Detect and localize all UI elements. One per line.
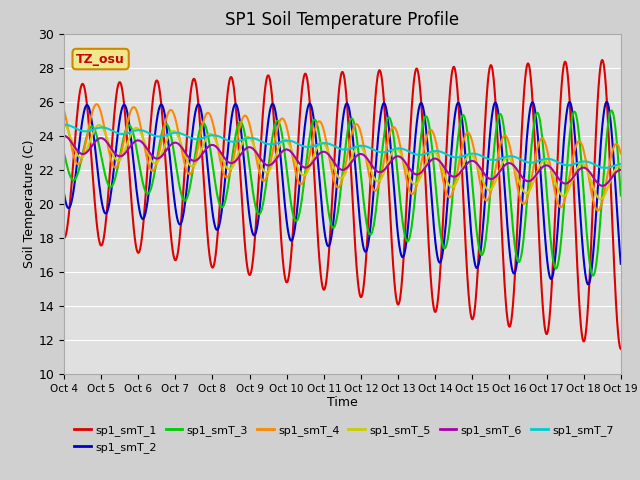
sp1_smT_5: [124, 140, 131, 146]
sp1_smT_7: [298, 143, 306, 148]
Line: sp1_smT_1: sp1_smT_1: [64, 60, 621, 349]
sp1_smT_2: [60, 191, 68, 196]
sp1_smT_2: [584, 281, 592, 287]
sp1_smT_7: [601, 165, 609, 171]
sp1_smT_4: [594, 207, 602, 213]
sp1_smT_1: [546, 311, 554, 317]
sp1_smT_5: [298, 171, 305, 177]
Legend: sp1_smT_1, sp1_smT_2, sp1_smT_3, sp1_smT_4, sp1_smT_5, sp1_smT_6, sp1_smT_7: sp1_smT_1, sp1_smT_2, sp1_smT_3, sp1_smT…: [70, 421, 618, 457]
sp1_smT_5: [617, 165, 625, 170]
sp1_smT_6: [274, 155, 282, 160]
sp1_smT_3: [617, 192, 625, 198]
sp1_smT_7: [124, 130, 132, 136]
sp1_smT_5: [606, 179, 614, 184]
sp1_smT_7: [61, 122, 68, 128]
sp1_smT_6: [598, 183, 606, 189]
sp1_smT_3: [607, 108, 615, 113]
sp1_smT_2: [298, 156, 305, 162]
sp1_smT_4: [617, 151, 625, 156]
sp1_smT_2: [603, 99, 611, 105]
Line: sp1_smT_5: sp1_smT_5: [64, 123, 621, 199]
sp1_smT_5: [546, 164, 554, 170]
sp1_smT_4: [606, 157, 614, 163]
Title: SP1 Soil Temperature Profile: SP1 Soil Temperature Profile: [225, 11, 460, 29]
sp1_smT_1: [124, 143, 131, 148]
sp1_smT_2: [546, 274, 554, 280]
sp1_smT_7: [617, 161, 625, 167]
sp1_smT_3: [589, 273, 596, 278]
sp1_smT_6: [617, 167, 625, 173]
sp1_smT_5: [60, 120, 68, 126]
sp1_smT_6: [60, 133, 68, 139]
sp1_smT_3: [606, 110, 614, 116]
sp1_smT_3: [546, 228, 554, 234]
Line: sp1_smT_2: sp1_smT_2: [64, 102, 621, 284]
Line: sp1_smT_4: sp1_smT_4: [64, 104, 621, 210]
sp1_smT_7: [546, 156, 554, 162]
sp1_smT_7: [606, 164, 614, 170]
Text: TZ_osu: TZ_osu: [76, 53, 125, 66]
sp1_smT_5: [274, 148, 282, 154]
sp1_smT_7: [157, 133, 164, 139]
sp1_smT_4: [298, 181, 306, 187]
sp1_smT_6: [124, 147, 131, 153]
X-axis label: Time: Time: [327, 396, 358, 408]
sp1_smT_3: [157, 136, 164, 142]
sp1_smT_5: [596, 196, 604, 202]
sp1_smT_6: [298, 163, 305, 169]
Y-axis label: Soil Temperature (C): Soil Temperature (C): [22, 140, 36, 268]
sp1_smT_7: [60, 122, 68, 128]
sp1_smT_7: [274, 140, 282, 146]
sp1_smT_1: [617, 346, 625, 352]
sp1_smT_3: [60, 150, 68, 156]
sp1_smT_3: [298, 198, 305, 204]
sp1_smT_1: [598, 57, 606, 63]
sp1_smT_1: [157, 95, 164, 100]
sp1_smT_4: [93, 101, 100, 107]
sp1_smT_2: [606, 115, 614, 121]
sp1_smT_3: [124, 123, 131, 129]
sp1_smT_1: [298, 90, 305, 96]
sp1_smT_1: [60, 235, 68, 241]
sp1_smT_4: [124, 119, 132, 125]
sp1_smT_4: [274, 124, 282, 130]
sp1_smT_4: [157, 142, 164, 148]
sp1_smT_6: [157, 154, 164, 160]
Line: sp1_smT_6: sp1_smT_6: [64, 136, 621, 186]
sp1_smT_4: [546, 162, 554, 168]
sp1_smT_6: [606, 177, 614, 183]
sp1_smT_2: [124, 111, 131, 117]
Line: sp1_smT_7: sp1_smT_7: [64, 125, 621, 168]
sp1_smT_2: [617, 261, 625, 267]
sp1_smT_6: [546, 164, 554, 170]
Line: sp1_smT_3: sp1_smT_3: [64, 110, 621, 276]
sp1_smT_5: [157, 154, 164, 160]
sp1_smT_2: [157, 102, 164, 108]
sp1_smT_1: [606, 165, 614, 170]
sp1_smT_4: [60, 107, 68, 113]
sp1_smT_2: [274, 123, 282, 129]
sp1_smT_3: [274, 118, 282, 124]
sp1_smT_1: [274, 176, 282, 182]
